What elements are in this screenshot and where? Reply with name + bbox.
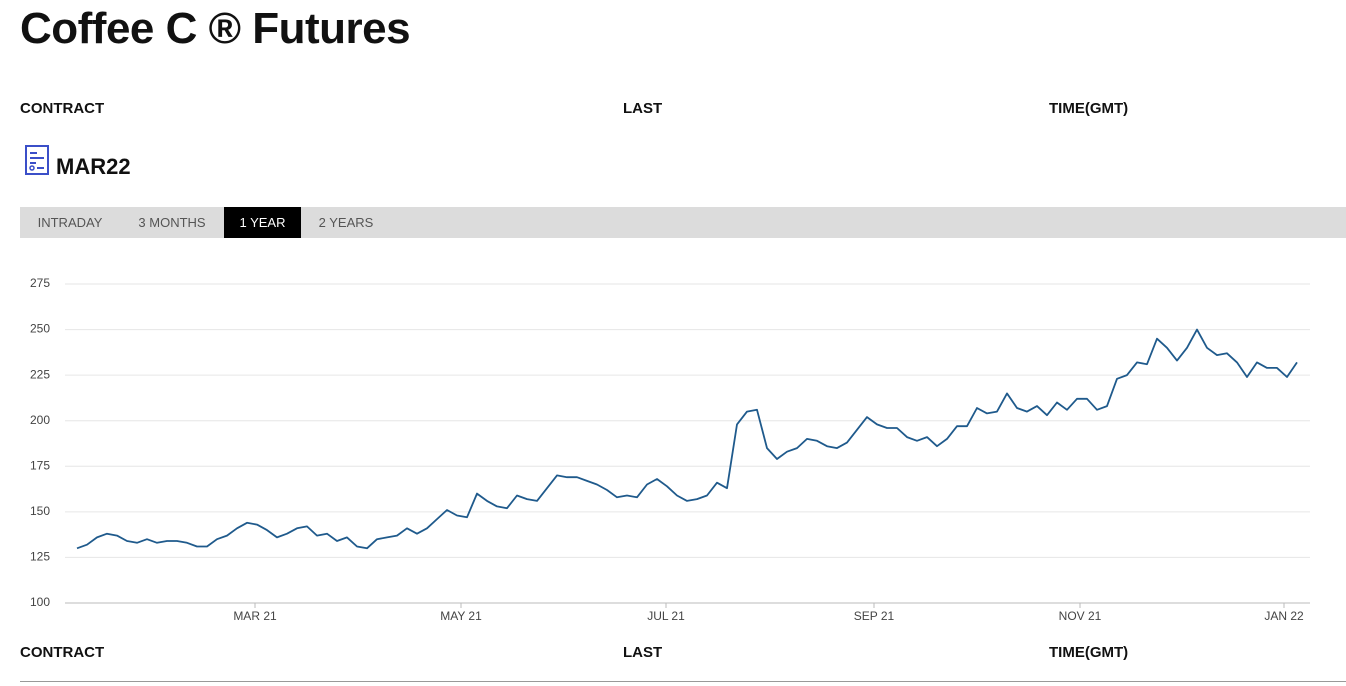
y-tick-label: 200 [30, 413, 50, 427]
column-header: LAST [623, 644, 663, 661]
x-tick-label: MAY 21 [440, 609, 482, 623]
tab[interactable]: 2 YEARS [318, 215, 374, 230]
column-header: CONTRACT [20, 644, 105, 661]
page-title: Coffee C ® Futures [20, 4, 411, 53]
x-tick-label: SEP 21 [854, 609, 895, 623]
y-tick-label: 225 [30, 367, 50, 381]
x-tick-label: JAN 22 [1264, 609, 1304, 623]
y-tick-label: 125 [30, 550, 50, 564]
contract-icon[interactable] [24, 144, 52, 176]
x-tick-label: JUL 21 [647, 609, 685, 623]
column-header: TIME(GMT) [1049, 100, 1129, 117]
y-tick-label: 275 [30, 276, 50, 290]
x-tick-label: MAR 21 [233, 609, 277, 623]
price-chart: 100 125 150 175 200 225 250 275 MAR 21 MAY 21 JUL … [30, 276, 1310, 623]
tab[interactable]: 1 YEAR [224, 207, 301, 238]
y-tick-label: 100 [30, 595, 50, 609]
x-tick-label: NOV 21 [1059, 609, 1102, 623]
y-tick-label: 150 [30, 504, 50, 518]
column-header: CONTRACT [20, 100, 105, 117]
divider [20, 681, 1346, 682]
tab[interactable]: INTRADAY [37, 215, 103, 230]
column-header: TIME(GMT) [1049, 644, 1129, 661]
y-tick-label: 250 [30, 322, 50, 336]
column-header: LAST [623, 100, 663, 117]
price-line [76, 328, 1298, 550]
tab[interactable]: 3 MONTHS [138, 215, 206, 230]
tab-bar: INTRADAY 3 MONTHS 1 YEAR 2 YEARS [20, 207, 1346, 238]
y-tick-label: 175 [30, 458, 50, 472]
contract-name[interactable]: MAR22 [56, 154, 131, 179]
